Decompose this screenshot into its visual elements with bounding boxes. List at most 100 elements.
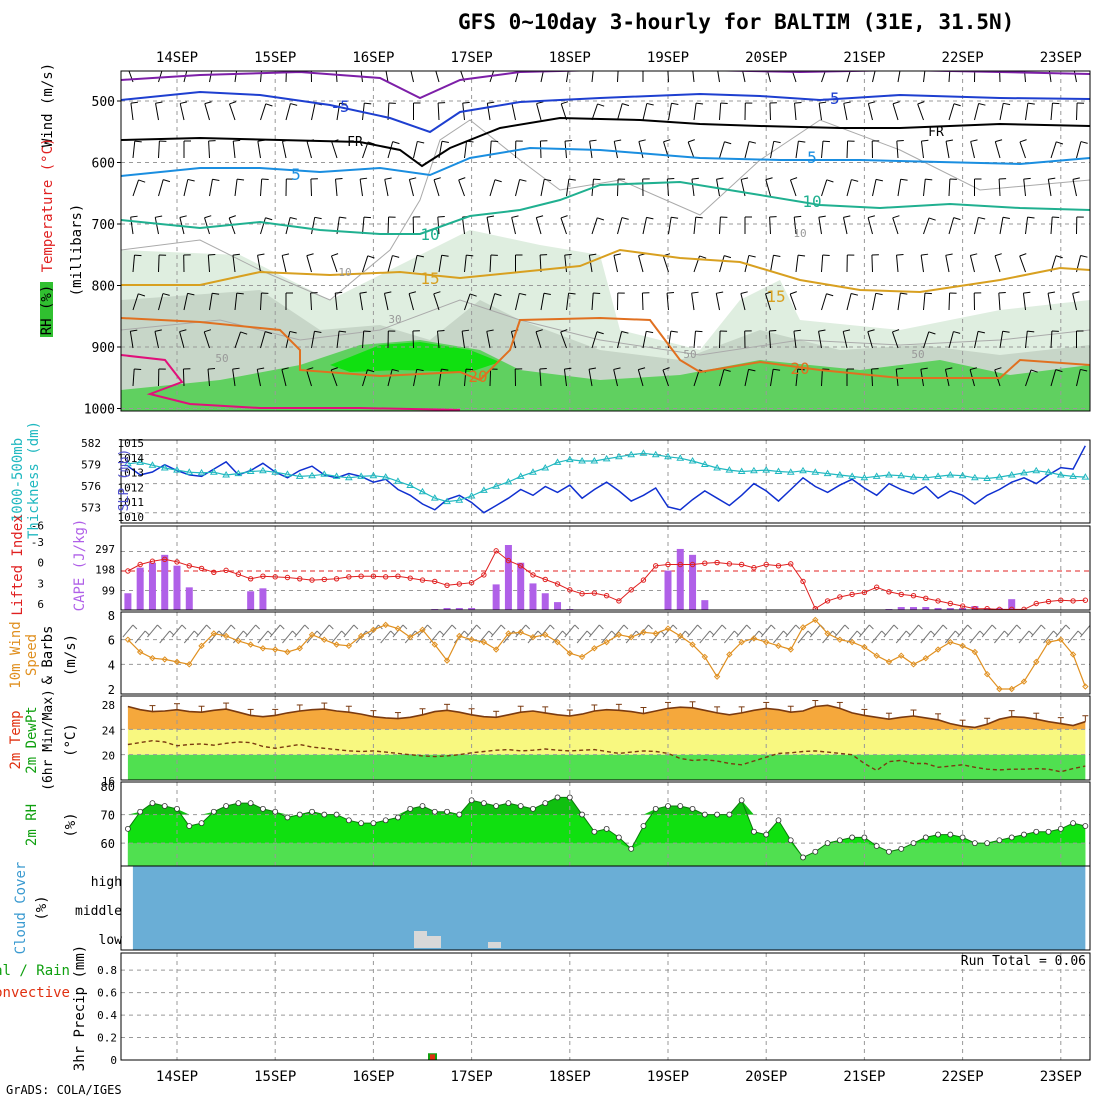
wind-barb-staff <box>464 369 467 387</box>
wind-barb-staff <box>842 217 848 235</box>
wind10-barb <box>773 630 784 644</box>
wind10-barb-flag <box>549 624 555 630</box>
wind-barb-staff <box>1076 369 1081 387</box>
wind-barb-staff <box>285 331 291 349</box>
precip-tick-label: 0 <box>110 1054 117 1067</box>
rh2m-point <box>431 808 438 815</box>
wind10-barb-flag <box>463 630 469 636</box>
bottom-date-label: 18SEP <box>549 1069 591 1085</box>
wind-barb-staff <box>846 179 852 197</box>
wind10-barb <box>871 630 883 644</box>
wind10-barb <box>723 630 735 644</box>
rh2m-point <box>530 805 536 812</box>
wind-barb-flag <box>416 254 424 258</box>
wind-barb-staff <box>539 140 542 159</box>
precip-tick-label: 0.6 <box>97 987 117 1000</box>
wind-barb-flag <box>798 254 806 257</box>
wind-barb-flag <box>568 178 576 181</box>
wind10-speed-point <box>1069 651 1077 658</box>
wind10-barb-flag <box>770 624 776 630</box>
bottom-date-label: 21SEP <box>843 1069 885 1085</box>
wind10-barb-flag <box>709 630 715 636</box>
wind10-speed-point <box>468 636 475 643</box>
wind-barb-staff <box>1047 293 1052 311</box>
wind10-speed-point <box>664 625 672 632</box>
wind10-barb <box>1079 624 1090 638</box>
wind-barb-staff <box>897 71 901 83</box>
rh-contour-line <box>121 119 1090 301</box>
lifted-index-point <box>456 581 463 587</box>
wind10-barb <box>957 624 968 638</box>
thickness-point <box>406 481 415 488</box>
wind-barb-flag <box>437 329 445 332</box>
ylabel-temp2m: 2m Temp <box>8 710 24 769</box>
lifted-index-point <box>186 563 192 569</box>
cape-bar <box>259 588 267 610</box>
wind-barb-staff <box>539 369 542 387</box>
lifted-cape-panel: -6 -3 0 3 6 297 198 99 <box>31 519 1091 611</box>
wind-barb-staff <box>412 330 414 349</box>
wind-barb-flag <box>458 177 466 181</box>
contour-label: 15 <box>766 287 785 306</box>
wind10-barb <box>711 624 723 638</box>
wind-barb-flag <box>130 215 138 218</box>
rh2m-point <box>701 811 708 818</box>
wind-barb-staff <box>821 71 826 83</box>
lifted-index-point <box>1033 600 1039 607</box>
wind-barb-staff <box>362 331 365 349</box>
wind10-speed-point <box>775 642 782 650</box>
wind10-barb <box>650 630 662 644</box>
rh2m-point <box>665 803 671 809</box>
thickness-point <box>750 466 758 474</box>
wind-barb-flag <box>740 291 748 294</box>
wind10-barb-flag <box>954 630 960 636</box>
wind-barb-staff <box>591 217 598 235</box>
wind10-speed-point <box>259 645 267 652</box>
wind-barb-flag <box>289 217 298 220</box>
cape-bar <box>689 554 697 610</box>
rh2m-point <box>198 820 205 827</box>
wind-barb-staff <box>183 179 189 197</box>
wind10-barb-flag <box>132 624 138 630</box>
wind10-speed-point <box>812 616 819 624</box>
wind-barb-flag <box>688 139 695 143</box>
wind-barb-staff <box>461 331 465 349</box>
dewpt2m-line <box>127 739 1086 773</box>
wind-barb-staff <box>999 71 1001 83</box>
wind10-speed-point <box>1057 636 1065 643</box>
cape-bar <box>676 548 684 610</box>
wind-barb-flag <box>155 101 163 104</box>
wind-barb-staff <box>793 331 797 349</box>
wind-barb-flag <box>520 66 527 68</box>
thickness-point <box>725 466 734 473</box>
thickness-point <box>332 472 341 479</box>
wind10-barb-flag <box>206 624 211 630</box>
rh2m-point <box>493 803 500 809</box>
wind-barb-staff <box>228 103 236 121</box>
wind10-barb <box>294 624 306 638</box>
wind-barb-flag <box>1019 253 1027 257</box>
chart-title: GFS 0~10day 3-hourly for BALTIM (31E, 31… <box>458 10 1015 34</box>
wind-barb-flag <box>765 291 773 295</box>
wind10-barb-flag <box>623 624 629 630</box>
lifted-tick-label: -6 <box>31 519 44 532</box>
rh2m-point <box>235 800 242 807</box>
wind-barb-staff <box>693 369 700 387</box>
thickness-line <box>127 452 1086 503</box>
wind-barb-flag <box>441 368 449 371</box>
wind-barb-flag <box>359 291 367 294</box>
wind-barb-staff <box>260 292 262 311</box>
lifted-index-point <box>162 556 168 562</box>
wind-barb-staff <box>285 71 287 83</box>
wind-barb-staff <box>330 255 338 273</box>
lifted-index-point <box>972 606 978 610</box>
wind10-barb <box>171 624 183 638</box>
lifted-index-point <box>947 600 954 607</box>
wind-barb-flag <box>970 139 978 142</box>
wind-barb-staff <box>204 103 210 121</box>
wind-barb-staff <box>715 293 720 311</box>
wind-barb-staff <box>1076 102 1078 121</box>
slp-frame <box>120 439 1091 524</box>
wind-barb-flag <box>978 103 986 106</box>
